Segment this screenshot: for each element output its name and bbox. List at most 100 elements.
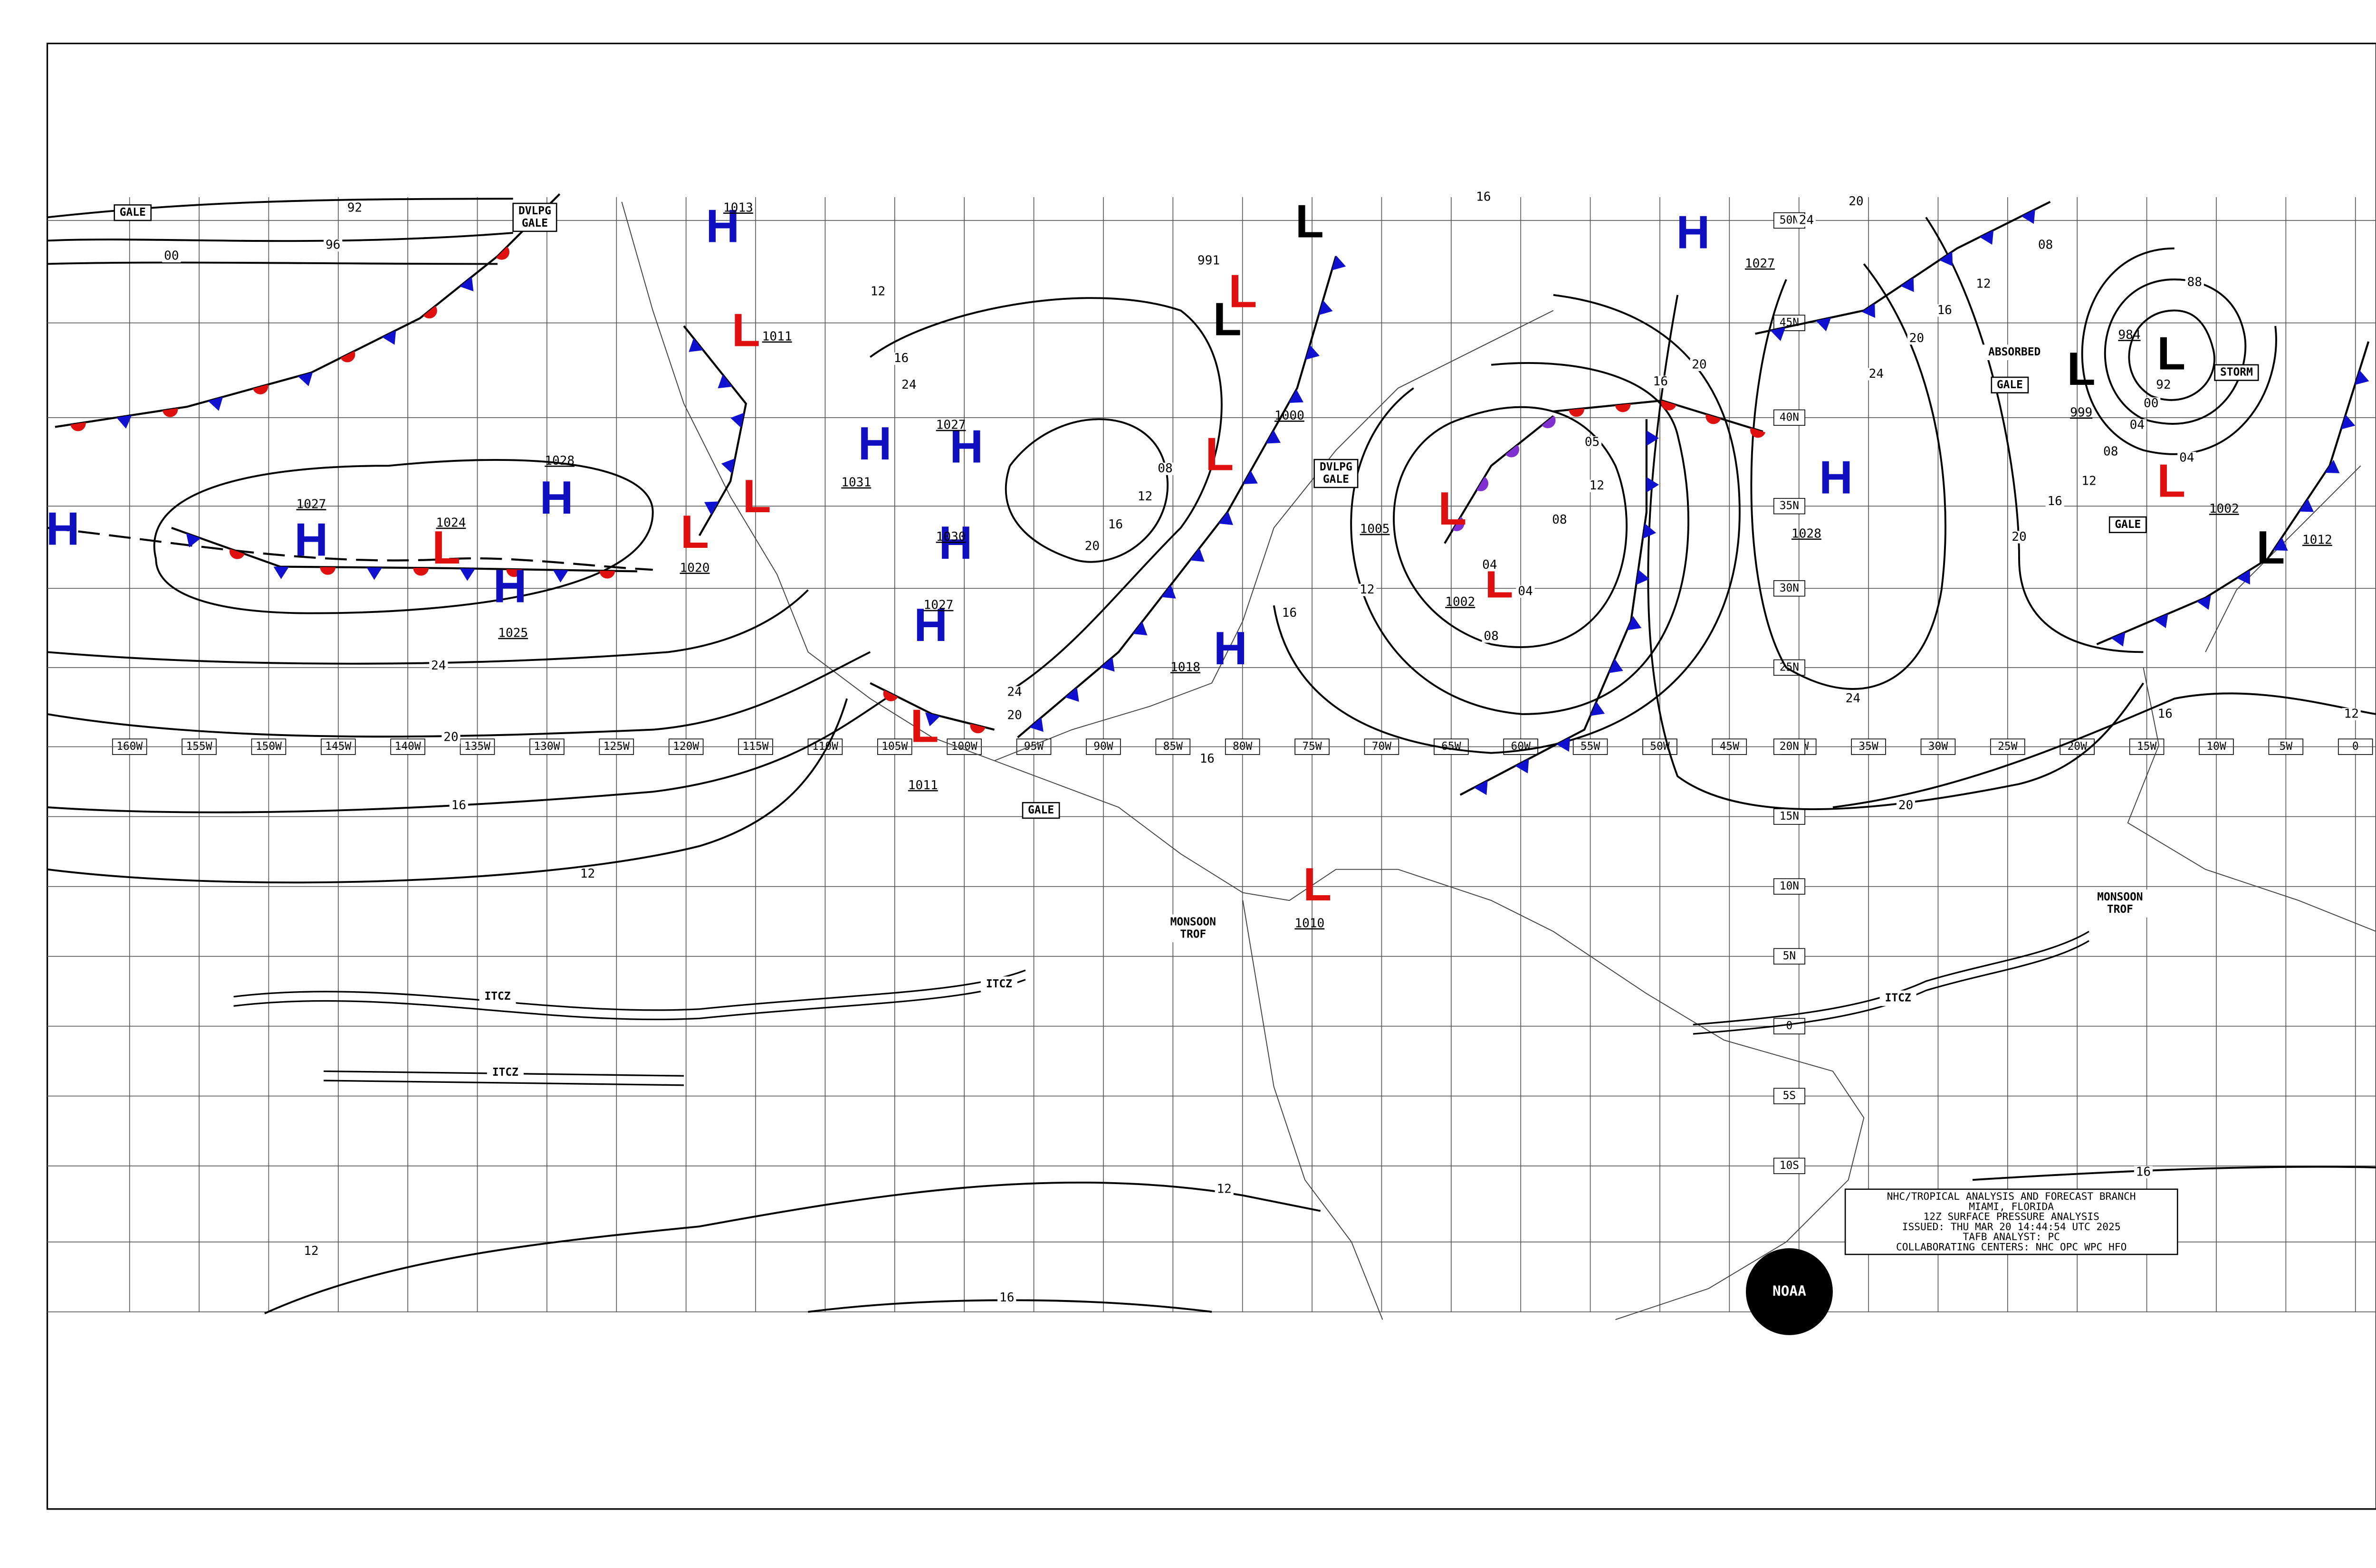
cold-front-symbol [721,458,735,474]
label-bg [1474,191,1493,204]
central-pressure: 1030 [936,530,966,544]
isobar [1393,406,1628,648]
fronts [55,193,2370,796]
isobar [2128,309,2215,401]
annotation: ITCZ [1885,992,1911,1004]
cold-front-symbol [2196,595,2211,610]
front-line [1553,399,1763,433]
annotation: TROF [1180,928,1206,940]
warm-front-symbol [1615,403,1631,412]
isobar [1925,217,2144,653]
pressure-center: L [1438,482,1466,535]
isobar-label: 20 [443,730,458,744]
annotation: GALE [1028,804,1054,816]
label-bg [2010,531,2029,544]
isobar-label: 12 [1360,583,1374,597]
label-bg [1083,540,1102,553]
label-bg [1106,518,1125,531]
pressure-center: H [295,513,328,565]
annotation: ITCZ [484,990,510,1003]
warm-front-symbol [1750,428,1766,438]
label-bg [1974,277,1993,290]
cold-front-symbol [1318,300,1333,316]
annotation: GALE [1997,379,2023,391]
isobar [153,459,654,614]
annotation: MONSOON [1170,916,1216,928]
cold-front-symbol [1979,230,1994,245]
latitude-label: 25N [1780,661,1799,673]
isobar [2081,247,2277,455]
annotation-box [512,202,557,232]
pressure-center: L [1213,293,1242,345]
label-box [1773,497,1805,515]
central-pressure: 1028 [1792,526,1821,541]
cold-front-symbol [1474,780,1488,795]
cold-front-symbol [297,372,313,386]
label-bg [2154,379,2173,392]
isobar-label: 16 [1937,303,1952,317]
cold-front-symbol [116,415,132,429]
warm-front-symbol [1661,400,1677,411]
cold-front-symbol [2299,498,2314,512]
cold-front-symbol [1642,523,1657,539]
label-bg [1005,686,1024,699]
isobar-label: 20 [1692,357,1706,372]
cold-front-symbol [2355,370,2369,385]
label-bg [1651,375,1670,388]
label-bg [2134,1166,2153,1178]
cold-front-symbol [1065,687,1079,702]
pressure-center: L [732,304,760,356]
isobar [47,198,513,219]
isobar-label: 16 [1282,606,1297,620]
cold-front-symbol [2341,414,2356,430]
label-bg [891,352,911,365]
annotation-bg [1982,344,2047,361]
isobar [1005,418,1169,563]
isobar-label: 12 [1217,1182,1231,1196]
pressure-center: H [1819,451,1853,504]
central-pressure: 1010 [1294,917,1324,931]
cold-front-symbol [2237,570,2250,585]
isobar [47,698,886,813]
cold-front-symbol [1861,303,1876,318]
pressure-center: L [1303,858,1332,910]
central-pressure: 999 [2070,406,2092,420]
latitude-label: 10S [1780,1159,1799,1172]
info-line: 12Z SURFACE PRESSURE ANALYSIS [1923,1211,2099,1223]
isobar-label: 16 [1199,752,1214,766]
central-pressure: 1005 [1360,522,1390,536]
isobar [1750,263,1946,690]
front-line [171,526,638,573]
pressure-center: L [2256,521,2285,574]
pressure-center: H [949,420,983,472]
cold-front-symbol [1305,344,1320,360]
isobar-label: 12 [1138,489,1152,504]
label-bg [1690,358,1709,371]
cold-front-symbol [1590,701,1605,716]
pressure-center: H [46,503,80,555]
cold-front-symbol [2273,537,2288,551]
annotation: ITCZ [492,1066,518,1079]
label-bg [1797,214,1816,227]
pressure-center: L [432,521,460,574]
annotation: TROF [2107,903,2133,916]
pressure-center: L [910,700,939,752]
cold-front-symbol [208,397,223,411]
pressure-center: L [2067,343,2096,395]
coastline [621,201,2376,1320]
isobar-label: 20 [1007,708,1022,723]
cold-front-symbol [2021,209,2035,224]
label-bg [1198,753,1217,765]
front-line [55,193,561,428]
label-bg [2185,276,2204,289]
latitude-label: 30N [1780,582,1799,594]
annotation-box [1991,376,2029,393]
annotation: ABSORBED [1988,346,2041,358]
isobar-label: 16 [451,798,466,813]
front-line [1444,415,1554,544]
pressure-center: L [1205,428,1234,480]
isobar [1972,1166,2376,1181]
isobar-label: 16 [1108,517,1123,532]
latitude-label: 0 [1786,1020,1793,1032]
isobar-label: 08 [2038,238,2053,252]
